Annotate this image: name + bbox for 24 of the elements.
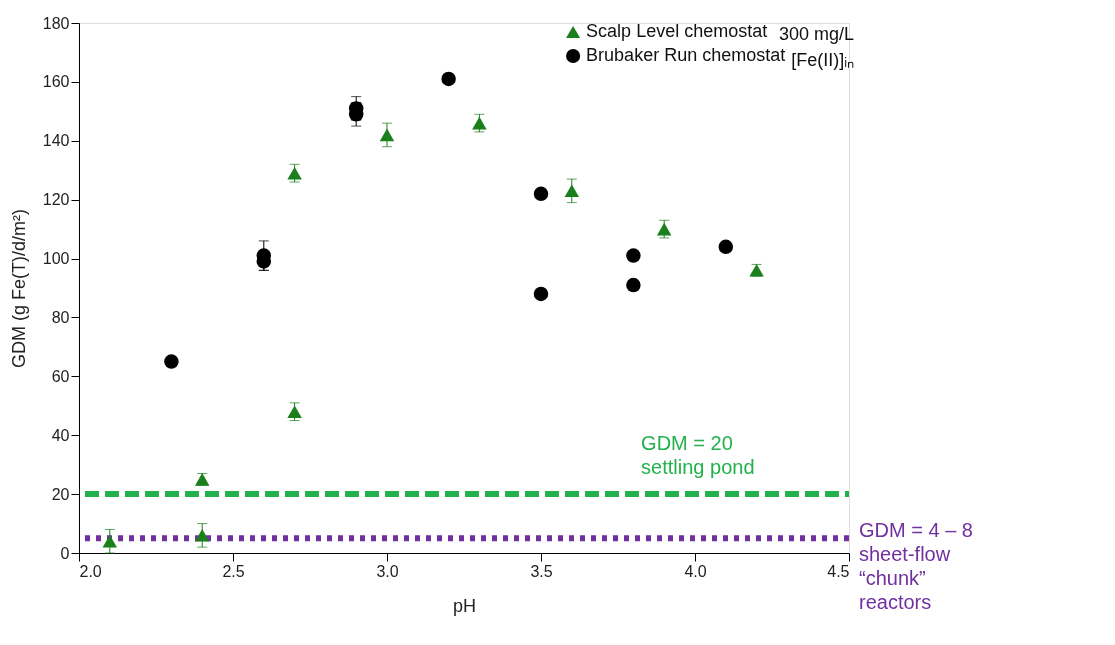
y-tick-label: 140: [42, 132, 70, 150]
y-tick-label: 180: [42, 14, 70, 32]
ref-line-label: GDM = 20 settling pond: [641, 432, 755, 479]
annotation: 300 mg/L: [778, 24, 854, 44]
y-tick-label: 160: [42, 73, 70, 91]
y-axis-title: GDM (g Fe(T)/d/m²): [8, 209, 29, 368]
legend-label: Brubaker Run chemostat: [586, 45, 786, 65]
y-tick-label: 40: [51, 426, 70, 444]
x-axis-title: pH: [452, 595, 477, 616]
x-tick-label: 3.5: [530, 562, 553, 580]
x-tick-label: 4.0: [684, 562, 707, 580]
x-tick-label: 3.0: [376, 562, 399, 580]
y-tick-label: 80: [51, 308, 70, 326]
text: GDM = 4 – 8 sheet-flow “chunk” reactors: [859, 519, 973, 613]
y-tick-label: 120: [42, 191, 70, 209]
y-tick-label: 0: [60, 544, 70, 562]
legend-label: Scalp Level chemostat: [586, 21, 768, 41]
annotation: [Fe(II)]ᵢₙ: [791, 50, 854, 70]
x-tick-label: 4.5: [827, 562, 850, 580]
y-tick-label: 60: [51, 367, 70, 385]
y-tick-label: 100: [42, 250, 70, 268]
x-tick-label: 2.0: [79, 562, 102, 580]
x-tick-label: 2.5: [222, 562, 245, 580]
y-tick-label: 20: [51, 485, 70, 503]
